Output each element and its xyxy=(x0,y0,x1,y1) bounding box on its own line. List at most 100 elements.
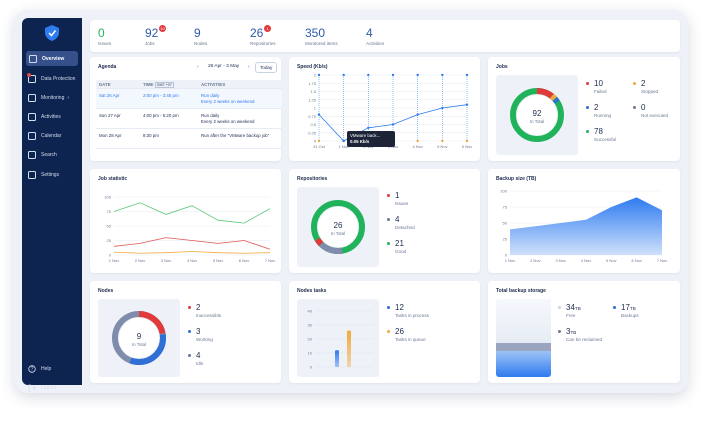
legend-value: 1 xyxy=(395,191,400,200)
legend-value-row: 0 xyxy=(633,103,668,112)
legend-item: 3 Working xyxy=(188,327,213,342)
legend-value-row: 78 xyxy=(586,127,616,136)
legend-value-row: 2 xyxy=(586,103,611,112)
stat-repositories[interactable]: 26 Repositories 1 xyxy=(250,25,276,46)
card-title: Jobs xyxy=(496,64,508,70)
table-row[interactable]: Mon 28 Apr 8:30 pm Run after the "VMware b… xyxy=(96,129,282,149)
legend-dot xyxy=(188,354,191,358)
card-title: Backup size (TB) xyxy=(496,176,537,182)
sidebar-item-settings[interactable]: Settings xyxy=(22,167,82,182)
y-tick-label: 0.75 xyxy=(308,114,317,119)
sidebar: Overview ! Data Protection Monitoring ‹ Activ… xyxy=(22,18,82,391)
stat-value: 92 xyxy=(145,26,159,40)
legend-label: Tasks in process xyxy=(395,313,429,318)
x-tick-label: 6 Nov xyxy=(462,144,472,149)
legend-dot xyxy=(586,106,589,110)
scatter-point[interactable] xyxy=(416,73,419,77)
backup-size-card: Backup size (TB) 0 25 50 75 100 1 Nov 2 Nov 3 N… xyxy=(488,169,680,273)
agenda-time: 8:30 pm xyxy=(143,133,159,138)
legend-label: Can be reclaimed xyxy=(566,337,603,342)
legend-value-row: 4 xyxy=(188,351,203,360)
legend-value: 4 xyxy=(196,351,201,360)
legend-value: 34 xyxy=(566,303,575,312)
legend-value: 2 xyxy=(196,303,201,312)
bar[interactable] xyxy=(335,350,339,367)
table-row[interactable]: Sat 26 Apr 2:00 pm - 3:45 pm Run daily Ever… xyxy=(96,89,282,109)
scatter-point[interactable] xyxy=(441,73,444,77)
stat-label: Monitored items xyxy=(305,41,338,46)
nodes-tasks-chart: 0 10 20 30 40 xyxy=(308,309,373,370)
scatter-point[interactable] xyxy=(317,73,321,77)
legend-value: 0 xyxy=(641,103,646,112)
scatter-point[interactable] xyxy=(317,139,321,143)
table-row[interactable]: Sun 27 Apr 4:00 pm - 5:20 pm Run daily Ever… xyxy=(96,109,282,129)
data-point[interactable] xyxy=(391,123,395,126)
column-header: DATE xyxy=(99,81,111,87)
legend-item: 26 Tasks in queue xyxy=(387,327,426,342)
sidebar-item-calendar[interactable]: Calendar xyxy=(22,128,82,143)
data-point[interactable] xyxy=(342,139,345,143)
y-tick-label: 75 xyxy=(107,209,112,214)
scatter-point[interactable] xyxy=(391,73,395,77)
agenda-table: DATE TIME GMT +07 ACTIVITIES Sat 26 Apr 2… xyxy=(96,80,282,149)
scatter-point[interactable] xyxy=(441,139,444,143)
y-tick-label: 0 xyxy=(505,253,508,258)
scatter-point[interactable] xyxy=(465,73,469,77)
data-point[interactable] xyxy=(465,103,469,106)
stat-activities[interactable]: 4 Activities xyxy=(366,26,384,46)
sidebar-item-data-protection[interactable]: ! Data Protection xyxy=(22,71,82,86)
stat-value: 350 xyxy=(305,26,326,40)
chevron-left-icon: ‹ xyxy=(67,94,70,101)
sidebar-item-monitoring[interactable]: Monitoring ‹ xyxy=(22,90,82,105)
stat-value: 26 xyxy=(250,26,264,40)
count-badge: 10 xyxy=(159,25,166,32)
legend-label: Stopped xyxy=(641,89,659,94)
sidebar-item-activities[interactable]: Activities xyxy=(22,109,82,124)
data-point[interactable] xyxy=(416,113,419,116)
data-point[interactable] xyxy=(367,126,370,129)
legend-item: 12 Tasks in process xyxy=(387,303,429,318)
legend-item: 0 Not executed xyxy=(633,103,668,118)
card-title: Agenda xyxy=(98,64,117,70)
stat-nodes[interactable]: 9 Nodes xyxy=(194,26,207,46)
x-tick-label: 7 Nov xyxy=(657,258,667,263)
y-tick-label: 75 xyxy=(503,205,508,210)
scatter-point[interactable] xyxy=(465,139,469,143)
speed-card: Speed (Kb/s) 0 0.25 0.5 0.75 1 1.25 1.5 1.75 2 31… xyxy=(289,57,480,161)
sidebar-item-help[interactable]: ? Help xyxy=(22,361,82,376)
legend-dot xyxy=(613,306,616,310)
sidebar-item-search[interactable]: Search xyxy=(22,147,82,162)
storage-reclaim-segment xyxy=(496,343,551,351)
stat-issues[interactable]: 0 Issues xyxy=(98,26,111,46)
sidebar-item-label: Activities xyxy=(41,113,61,120)
legend-value: 26 xyxy=(395,327,404,336)
legend-unit: TB xyxy=(574,306,581,311)
stat-value: 9 xyxy=(194,26,201,40)
scatter-point[interactable] xyxy=(342,73,345,77)
legend-value-row: 4 xyxy=(387,215,415,224)
sidebar-item-overview[interactable]: Overview xyxy=(26,51,78,66)
data-point[interactable] xyxy=(317,113,321,116)
y-tick-label: 0.25 xyxy=(308,130,317,135)
scatter-point[interactable] xyxy=(416,139,419,143)
legend-value: 10 xyxy=(594,79,603,88)
legend-item: 3TB Can be reclaimed xyxy=(558,327,602,342)
today-button[interactable]: Today xyxy=(255,62,278,73)
legend-dot xyxy=(558,306,561,310)
data-point[interactable] xyxy=(441,106,444,110)
agenda-next-icon[interactable]: › xyxy=(248,64,250,70)
storage-bar xyxy=(496,299,551,377)
jobs-card: Jobs 92 In Total 10 Failed 2 Stopped 2 Runnin… xyxy=(488,57,680,161)
y-tick-label: 0 xyxy=(314,139,317,144)
card-title: Nodes tasks xyxy=(297,288,327,294)
stat-jobs[interactable]: 92 Jobs 10 xyxy=(145,25,166,46)
x-tick-label: 6 Nov xyxy=(631,258,641,263)
sidebar-item-label: Monitoring xyxy=(41,94,65,101)
stat-monitored-items[interactable]: 350 Monitored items xyxy=(305,26,338,46)
sidebar-item-logout[interactable]: Logout xyxy=(22,380,82,393)
legend-item: 10 Failed xyxy=(586,79,607,94)
scatter-point[interactable] xyxy=(367,73,370,77)
bar[interactable] xyxy=(347,330,351,367)
y-tick-label: 1.25 xyxy=(308,97,317,102)
agenda-prev-icon[interactable]: ‹ xyxy=(197,64,199,70)
